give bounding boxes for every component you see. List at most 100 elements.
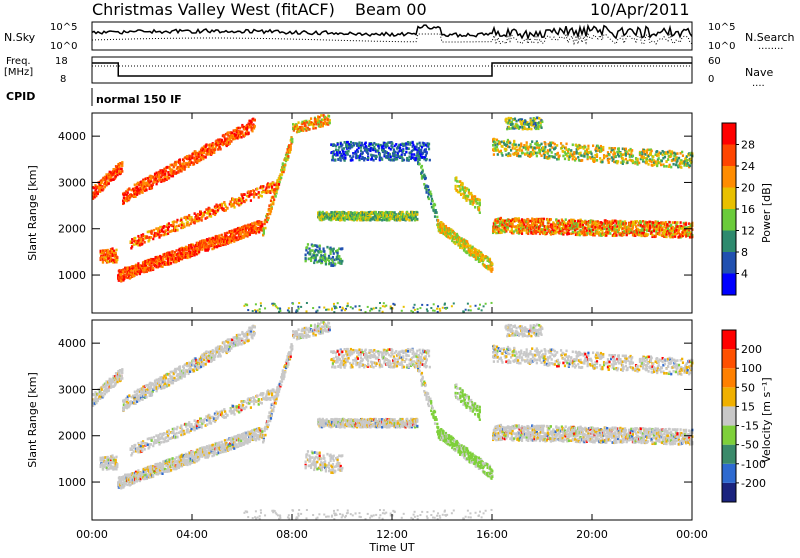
power-point bbox=[151, 187, 153, 190]
power-point bbox=[226, 207, 228, 210]
power-point bbox=[422, 170, 424, 173]
power-point bbox=[676, 221, 678, 224]
power-point bbox=[425, 189, 427, 192]
power-point bbox=[331, 259, 333, 262]
power-point bbox=[183, 160, 185, 163]
power-point bbox=[390, 156, 392, 159]
power-point bbox=[291, 138, 293, 141]
power-point bbox=[214, 148, 216, 151]
power-point bbox=[281, 173, 283, 176]
power-point bbox=[232, 198, 234, 201]
power-point bbox=[685, 223, 687, 226]
power-point bbox=[342, 150, 344, 153]
power-point bbox=[253, 196, 255, 199]
power-point bbox=[245, 199, 247, 202]
power-point bbox=[425, 148, 427, 151]
power-point bbox=[239, 127, 241, 130]
power-point bbox=[381, 158, 383, 161]
power-point bbox=[213, 151, 215, 154]
power-point bbox=[172, 223, 174, 226]
power-point bbox=[344, 154, 346, 157]
power-point bbox=[389, 153, 391, 156]
power-point bbox=[221, 204, 223, 207]
power-point bbox=[391, 146, 393, 149]
power-point bbox=[147, 237, 149, 240]
power-point bbox=[251, 222, 253, 225]
noise-sky-label: N.Sky bbox=[4, 31, 36, 44]
power-point bbox=[97, 193, 99, 196]
power-point bbox=[271, 185, 273, 188]
power-point bbox=[250, 199, 252, 202]
power-point bbox=[177, 171, 179, 174]
power-point bbox=[212, 146, 214, 149]
power-point bbox=[362, 151, 364, 154]
power-point bbox=[180, 219, 182, 222]
power-point bbox=[115, 252, 117, 255]
power-point bbox=[168, 225, 170, 228]
power-point bbox=[200, 212, 202, 215]
power-point bbox=[338, 255, 340, 258]
power-point bbox=[120, 168, 122, 171]
power-point bbox=[315, 127, 317, 130]
power-point bbox=[409, 143, 411, 146]
power-point bbox=[635, 225, 637, 228]
power-point bbox=[334, 263, 336, 266]
power-point bbox=[418, 158, 420, 161]
power-point bbox=[435, 211, 437, 214]
power-point bbox=[313, 261, 315, 264]
power-point bbox=[652, 221, 654, 224]
power-point bbox=[672, 236, 674, 239]
power-point bbox=[182, 163, 184, 166]
power-point bbox=[429, 191, 431, 194]
power-point bbox=[375, 143, 377, 146]
power-point bbox=[310, 259, 312, 262]
power-point bbox=[198, 217, 200, 220]
power-point bbox=[434, 204, 436, 207]
power-point bbox=[428, 148, 430, 151]
power-point bbox=[411, 153, 413, 156]
power-point bbox=[527, 232, 529, 235]
power-point bbox=[134, 237, 136, 240]
power-point bbox=[358, 141, 360, 144]
power-point bbox=[512, 223, 514, 226]
power-point bbox=[428, 197, 430, 200]
power-point bbox=[187, 221, 189, 224]
power-point bbox=[360, 146, 362, 149]
power-point bbox=[261, 223, 263, 226]
power-point bbox=[412, 141, 414, 144]
power-point bbox=[479, 203, 481, 206]
power-point bbox=[312, 125, 314, 128]
power-point bbox=[263, 232, 265, 235]
power-point bbox=[208, 207, 210, 210]
power-point bbox=[479, 199, 481, 202]
power-point bbox=[455, 176, 457, 179]
power-point bbox=[308, 128, 310, 131]
power-point bbox=[316, 246, 318, 249]
power-point bbox=[200, 159, 202, 162]
power-point bbox=[160, 234, 162, 237]
power-point bbox=[379, 153, 381, 156]
power-point bbox=[428, 143, 430, 146]
power-point bbox=[282, 162, 284, 165]
power-point bbox=[165, 170, 167, 173]
power-point bbox=[218, 234, 220, 237]
power-point bbox=[425, 177, 427, 180]
power-point bbox=[395, 143, 397, 146]
power-point bbox=[640, 220, 642, 223]
power-point bbox=[521, 232, 523, 235]
power-point bbox=[335, 148, 337, 151]
power-point bbox=[399, 147, 401, 150]
power-point bbox=[419, 142, 421, 145]
nave-legend: .... bbox=[752, 78, 765, 89]
power-point bbox=[322, 247, 324, 250]
power-point bbox=[669, 221, 671, 224]
power-point bbox=[156, 183, 158, 186]
power-point bbox=[667, 227, 669, 230]
power-point bbox=[430, 195, 432, 198]
power-point bbox=[474, 195, 476, 198]
power-point bbox=[665, 236, 667, 239]
power-point bbox=[320, 114, 322, 117]
noise-panel: N.Sky 10^5 10^0 10^5 10^0 N.Search .....… bbox=[4, 22, 795, 52]
power-point bbox=[329, 119, 331, 122]
power-point bbox=[333, 252, 335, 255]
